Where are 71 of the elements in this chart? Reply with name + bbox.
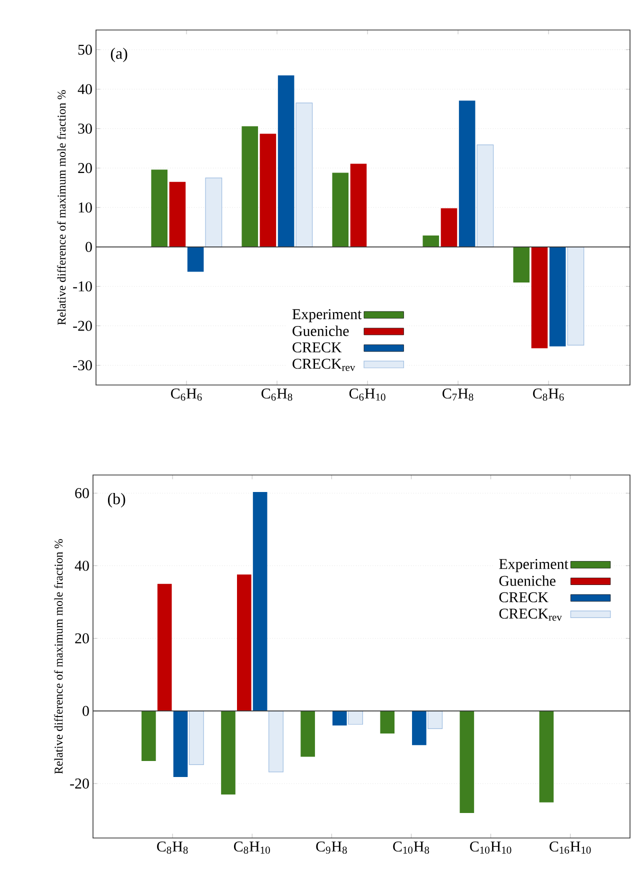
x-tick-label: C$_{7}$H$_{8}$ xyxy=(442,388,474,401)
bar xyxy=(268,710,284,772)
x-tick-label: C$_{10}$H$_{8}$ xyxy=(393,842,430,854)
bar xyxy=(350,164,367,247)
bar xyxy=(332,710,347,726)
bar xyxy=(567,246,584,346)
legend-label: Gueniche xyxy=(499,575,556,586)
bar xyxy=(260,134,276,247)
bar xyxy=(169,182,186,247)
y-tick-label: 60 xyxy=(75,488,89,498)
bar xyxy=(412,710,426,746)
bar xyxy=(242,126,258,247)
bar xyxy=(296,102,313,248)
y-tick-label: 0 xyxy=(86,242,92,252)
bar xyxy=(173,710,188,778)
x-tick-label: C$_{8}$H$_{8}$ xyxy=(157,842,188,854)
legend-label: Experiment xyxy=(499,559,568,572)
bar xyxy=(539,710,554,802)
y-tick-label: 10 xyxy=(78,202,92,213)
x-tick-label: C$_{6}$H$_{8}$ xyxy=(262,388,292,401)
y-tick-label: -10 xyxy=(73,281,92,292)
bar xyxy=(440,208,458,247)
y-axis-title: Relative difference of maximum mole fraction % xyxy=(54,539,63,774)
bar xyxy=(157,584,172,711)
bar xyxy=(460,710,474,813)
y-tick-label: -20 xyxy=(73,320,92,331)
y-tick-label: 0 xyxy=(82,706,89,716)
x-tick-label: C$_{9}$H$_{8}$ xyxy=(316,842,347,854)
legend-label: CRECK xyxy=(499,592,548,602)
bar xyxy=(300,710,315,757)
bar xyxy=(151,170,168,247)
bar xyxy=(428,710,443,730)
bar xyxy=(188,710,204,765)
bar xyxy=(252,492,268,711)
bar xyxy=(549,246,566,346)
legend-label: Experiment xyxy=(292,309,362,322)
bar xyxy=(142,710,156,762)
y-tick-label: 20 xyxy=(75,633,89,644)
bar xyxy=(278,75,294,247)
bar xyxy=(476,144,494,248)
y-axis-title: Relative difference of maximum mole fraction % xyxy=(57,90,66,325)
legend-label: Gueniche xyxy=(292,326,349,336)
bar xyxy=(458,100,476,247)
bar xyxy=(380,710,395,734)
bar xyxy=(513,246,530,282)
y-tick-label: -30 xyxy=(73,360,92,370)
y-tick-label: -20 xyxy=(70,778,89,789)
x-tick-label: C$_{8}$H$_{6}$ xyxy=(533,388,564,401)
x-tick-label: C$_{6}$H$_{10}$ xyxy=(349,388,386,401)
bar xyxy=(205,178,222,248)
bar xyxy=(221,710,236,794)
legend-label: CRECK$_{rev}$ xyxy=(499,608,562,621)
legend-label: CRECK xyxy=(292,342,342,352)
bar xyxy=(348,710,363,725)
annotation: (b) xyxy=(108,493,126,508)
y-tick-label: 30 xyxy=(78,124,92,134)
bar xyxy=(422,236,440,247)
legend-label: CRECK$_{rev}$ xyxy=(292,358,356,371)
x-tick-label: C$_{8}$H$_{10}$ xyxy=(234,842,270,854)
y-tick-label: 40 xyxy=(74,560,89,571)
x-tick-label: C$_{16}$H$_{10}$ xyxy=(550,842,591,854)
bar xyxy=(236,574,252,711)
y-tick-label: 50 xyxy=(78,44,92,55)
bar xyxy=(531,246,548,348)
bar xyxy=(187,246,204,272)
x-tick-label: C$_{10}$H$_{10}$ xyxy=(470,842,512,854)
bar xyxy=(332,172,349,247)
annotation: (a) xyxy=(110,48,128,62)
y-tick-label: 20 xyxy=(78,163,92,174)
x-tick-label: C$_{6}$H$_{6}$ xyxy=(171,388,202,401)
y-tick-label: 40 xyxy=(78,84,92,94)
